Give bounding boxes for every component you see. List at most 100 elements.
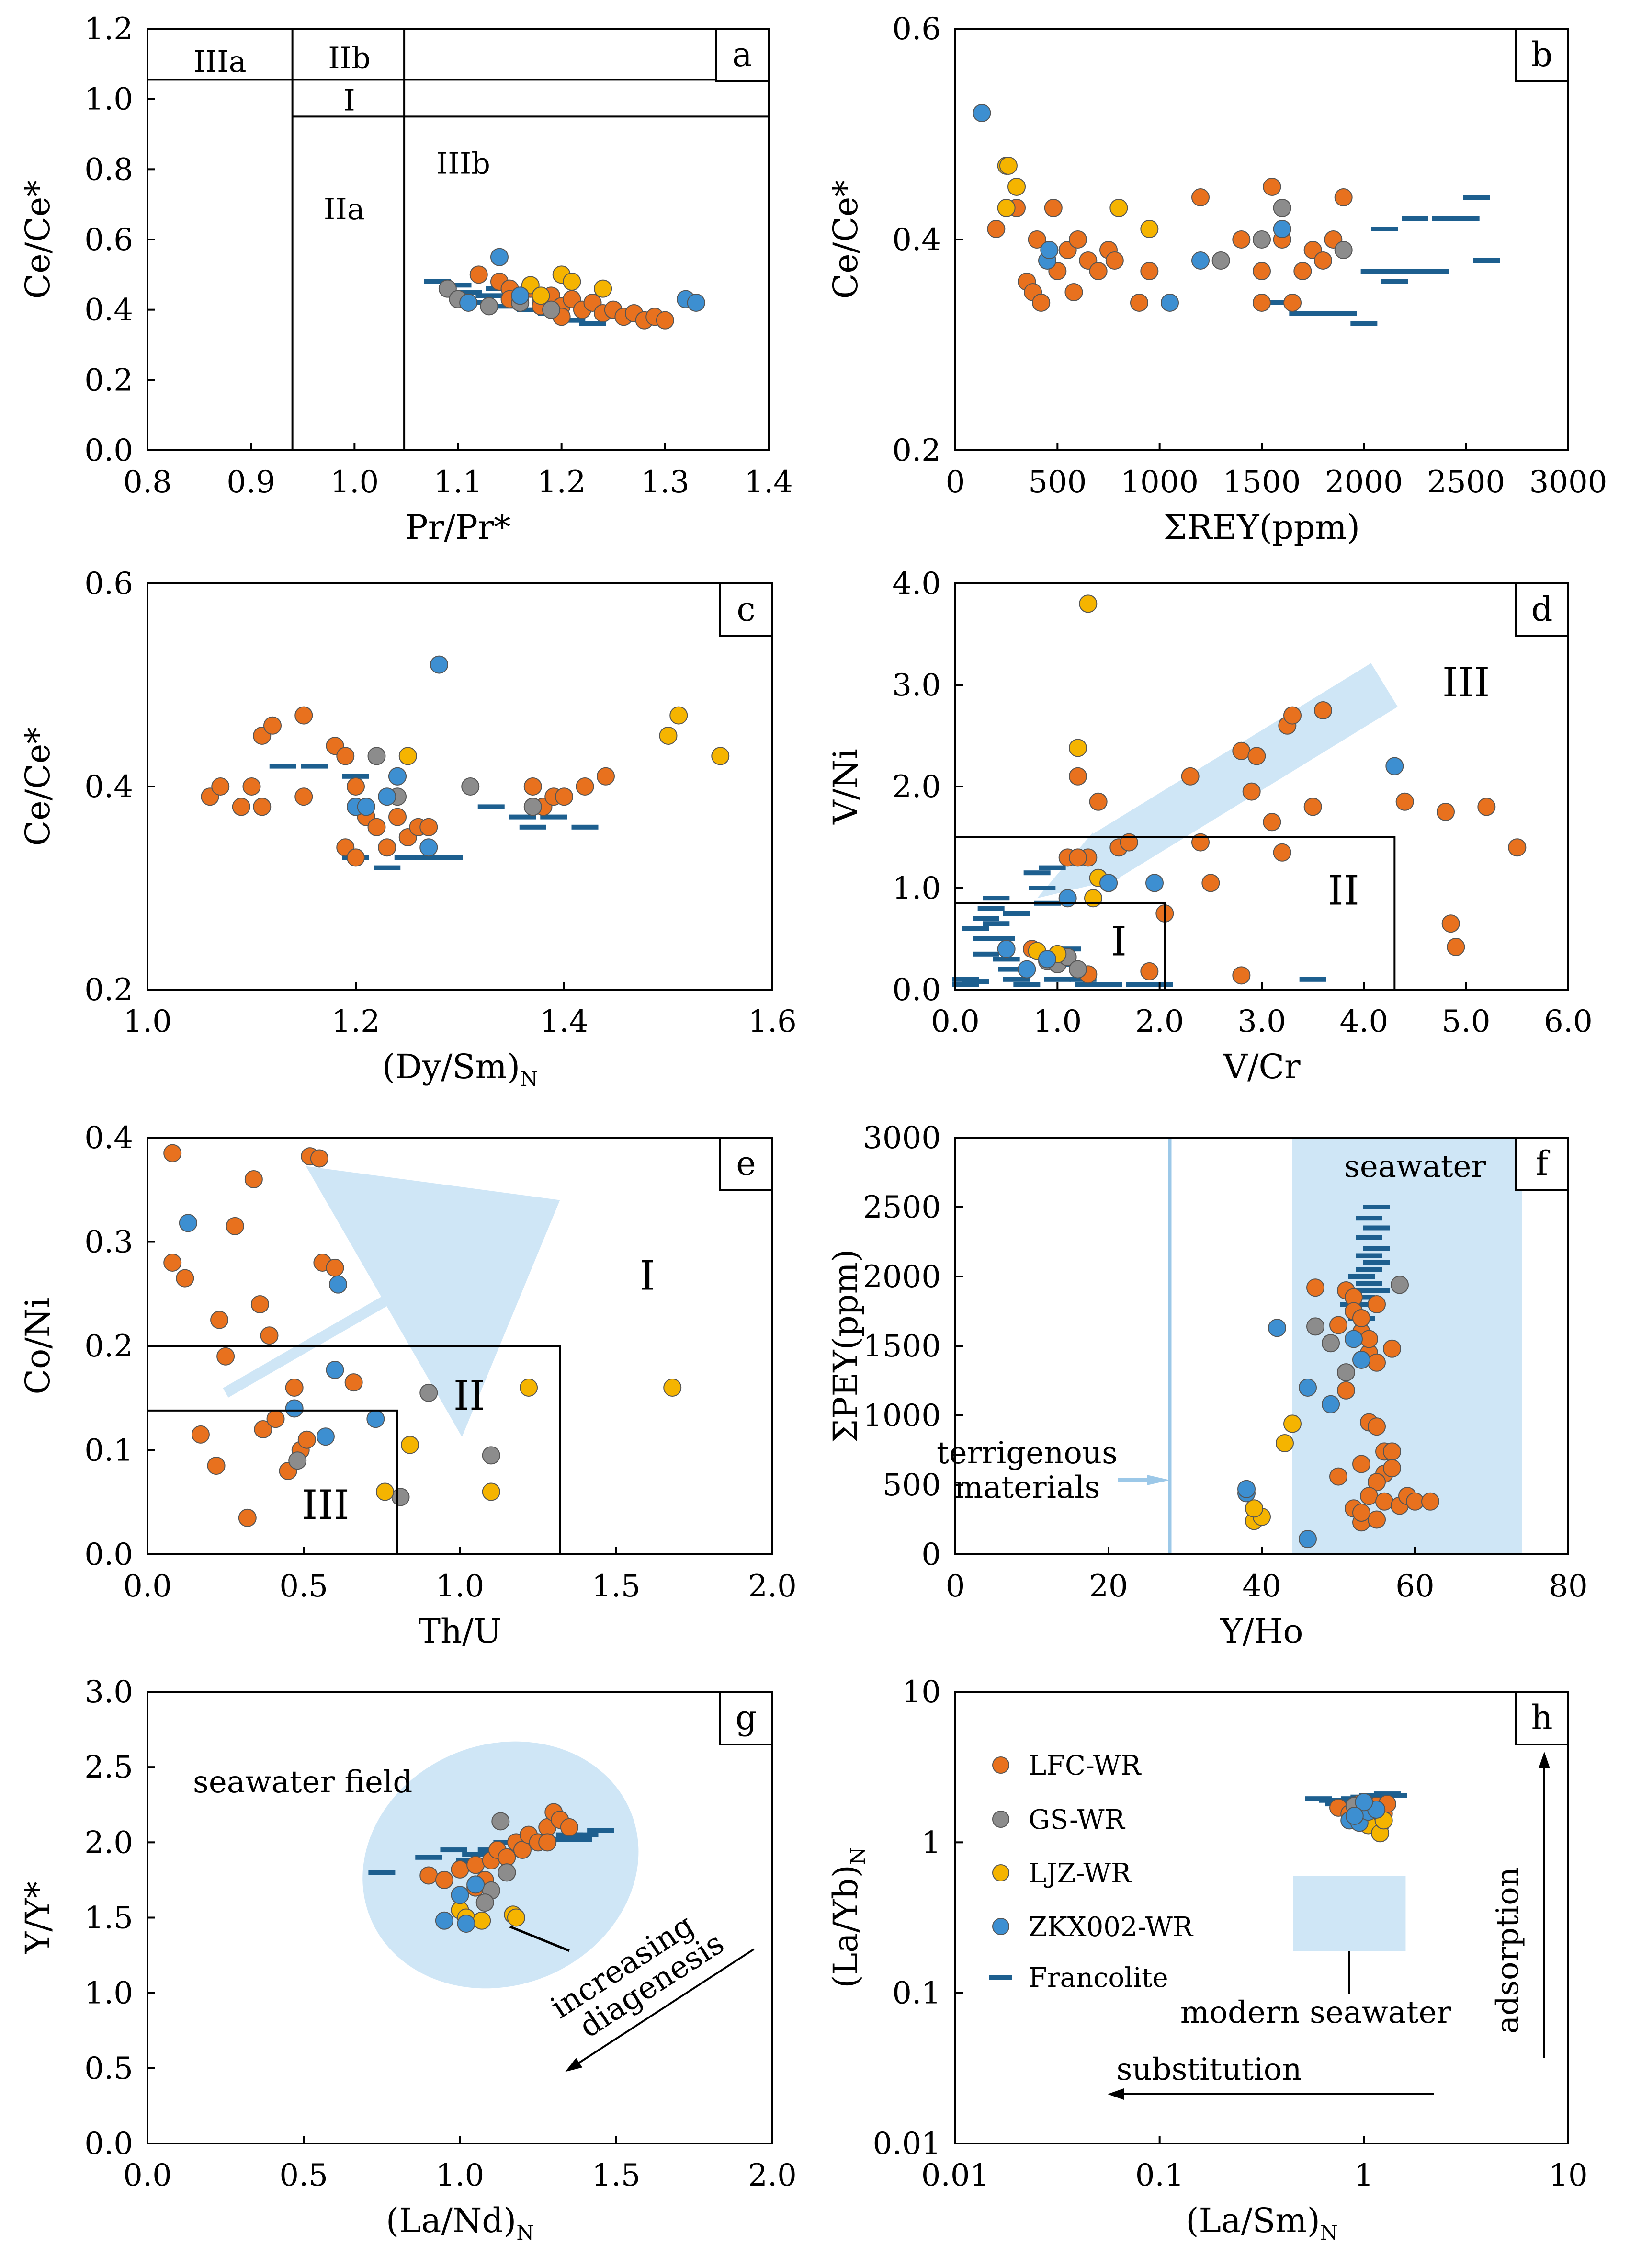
francolite-point	[517, 307, 544, 312]
x-tick-label: 0.8	[123, 465, 172, 500]
gs-point	[1069, 960, 1087, 979]
zkx-point	[451, 1886, 469, 1904]
zkx-point	[1355, 1793, 1373, 1812]
francolite-point	[1029, 886, 1056, 890]
x-tick-label: 1.3	[641, 465, 690, 500]
panel-letter-box	[1515, 1137, 1569, 1191]
gs-point	[482, 1446, 500, 1465]
x-tick-label: 1.4	[540, 1004, 589, 1039]
ljz-point	[520, 1379, 538, 1397]
region-label: III	[302, 1482, 350, 1528]
panel-h: 0.01 0.1 1 10 0.01 0.1 1 10 (La/Sm)N (La/Yb)N h mod…	[826, 1675, 1588, 2245]
lfc-point	[260, 1326, 279, 1345]
francolite-point	[394, 855, 421, 860]
y-tick-label: 2.0	[84, 1825, 133, 1860]
lfc-point	[1232, 230, 1251, 249]
ljz-point	[1276, 1434, 1294, 1452]
francolite-point	[1126, 982, 1153, 987]
diagenesis-arrow	[572, 1948, 755, 2068]
ljz-point	[711, 747, 730, 765]
region-label: IIIb	[436, 146, 490, 181]
francolite-point	[424, 279, 451, 284]
x-tick-label: 1.2	[537, 465, 586, 500]
ljz-point	[669, 706, 688, 725]
lfc-point	[419, 818, 438, 836]
zkx-point	[997, 940, 1016, 958]
region-label: IIIa	[193, 44, 246, 79]
zkx-point	[1040, 241, 1059, 259]
zkx-point	[326, 1361, 344, 1379]
lfc-point	[238, 1508, 257, 1527]
lfc-point	[1368, 1417, 1386, 1436]
lfc-point	[1383, 1459, 1401, 1478]
panel-d-annotations: 0.0 1.0 2.0 3.0 4.0 5.0 6.0 0.0 1.0 2.0 3.0 4.0 V/Cr…	[826, 566, 1593, 1086]
francolite-point	[1371, 269, 1398, 274]
lfc-point	[1421, 1492, 1439, 1511]
y-tick-label: 0.8	[84, 152, 133, 187]
francolite-point	[1356, 1235, 1382, 1240]
x-tick-label: 1.1	[434, 465, 483, 500]
y-tick-label: 1.5	[84, 1901, 133, 1936]
x-axis-label: Pr/Pr*	[406, 508, 511, 547]
francolite-point	[1348, 1274, 1375, 1279]
y-axis-label-group: (La/Yb)N	[826, 1847, 870, 1988]
lfc-point	[254, 1420, 272, 1438]
francolite-point	[1044, 977, 1071, 982]
lfc-point	[1242, 782, 1261, 801]
lfc-point	[326, 1258, 344, 1277]
panel-letter: a	[732, 35, 752, 74]
francolite-point	[579, 321, 606, 326]
region-label: IIb	[328, 41, 371, 76]
zkx-point	[1352, 1351, 1370, 1369]
francolite-point	[1381, 279, 1408, 284]
y-tick-label: 0.1	[892, 1976, 941, 2011]
x-tick-label: 1.0	[330, 465, 379, 500]
y-tick-label: 0.2	[84, 1329, 133, 1364]
lfc-point	[1441, 914, 1460, 933]
x-tick-label: 0.1	[1135, 2158, 1184, 2193]
lfc-point	[1293, 262, 1312, 280]
francolite-point	[1356, 1216, 1382, 1221]
gs-point	[1322, 1334, 1340, 1353]
gs-point	[419, 1383, 438, 1402]
gs-point	[475, 1893, 494, 1912]
y-tick-label: 500	[883, 1468, 941, 1503]
zkx-point	[1299, 1379, 1317, 1397]
gs-point	[1337, 1363, 1355, 1382]
panel-letter-box	[1515, 1691, 1569, 1745]
panel-c-annotations: 1.0 1.2 1.4 1.6 0.2 0.4 0.6 (Dy/Sm)N Ce/Ce* c	[18, 566, 797, 1091]
zkx-point	[459, 294, 478, 312]
zkx-point	[378, 787, 396, 806]
lfc-point	[1273, 843, 1291, 862]
lfc-point	[1406, 1492, 1424, 1511]
zkx-point	[511, 286, 530, 305]
panel-a-annotations: 0.8 0.9 1.0 1.1 1.2 1.3 1.4 0.0 0.2 0.4 0.6 0.8 1.0 1…	[18, 11, 793, 547]
y-tick-label: 0.2	[84, 363, 133, 398]
y-tick-label: 1.0	[84, 1976, 133, 2011]
lfc-point	[1368, 1510, 1386, 1529]
lfc-point	[1437, 803, 1455, 821]
zkx-point	[1145, 874, 1164, 892]
ljz-point	[532, 286, 550, 305]
lfc-point	[266, 1410, 285, 1428]
y-axis-label: Co/Ni	[18, 1298, 57, 1395]
x-axis-label: ΣREY(ppm)	[1164, 508, 1360, 547]
y-axis-label: Ce/Ce*	[18, 180, 57, 299]
diagenesis-arrow-head	[565, 2058, 583, 2072]
zkx-point	[316, 1427, 335, 1446]
x-tick-label: 1000	[1121, 465, 1199, 500]
panel-letter: g	[736, 1698, 757, 1737]
francolite-point	[1299, 977, 1326, 982]
panel-g-data	[368, 1803, 614, 1933]
lfc-point	[253, 798, 272, 816]
x-tick-label: 6.0	[1544, 1004, 1593, 1039]
francolite-point	[1363, 1225, 1390, 1231]
panel-letter-box	[719, 1691, 773, 1745]
francolite-point	[1371, 227, 1398, 231]
lfc-point	[1352, 1455, 1370, 1473]
lfc-point	[294, 706, 313, 725]
lfc-point	[1375, 1492, 1393, 1511]
ljz-point	[1109, 199, 1128, 217]
x-tick-label: 3.0	[1237, 1004, 1286, 1039]
modern-seawater-label: modern seawater	[1180, 1995, 1452, 2030]
